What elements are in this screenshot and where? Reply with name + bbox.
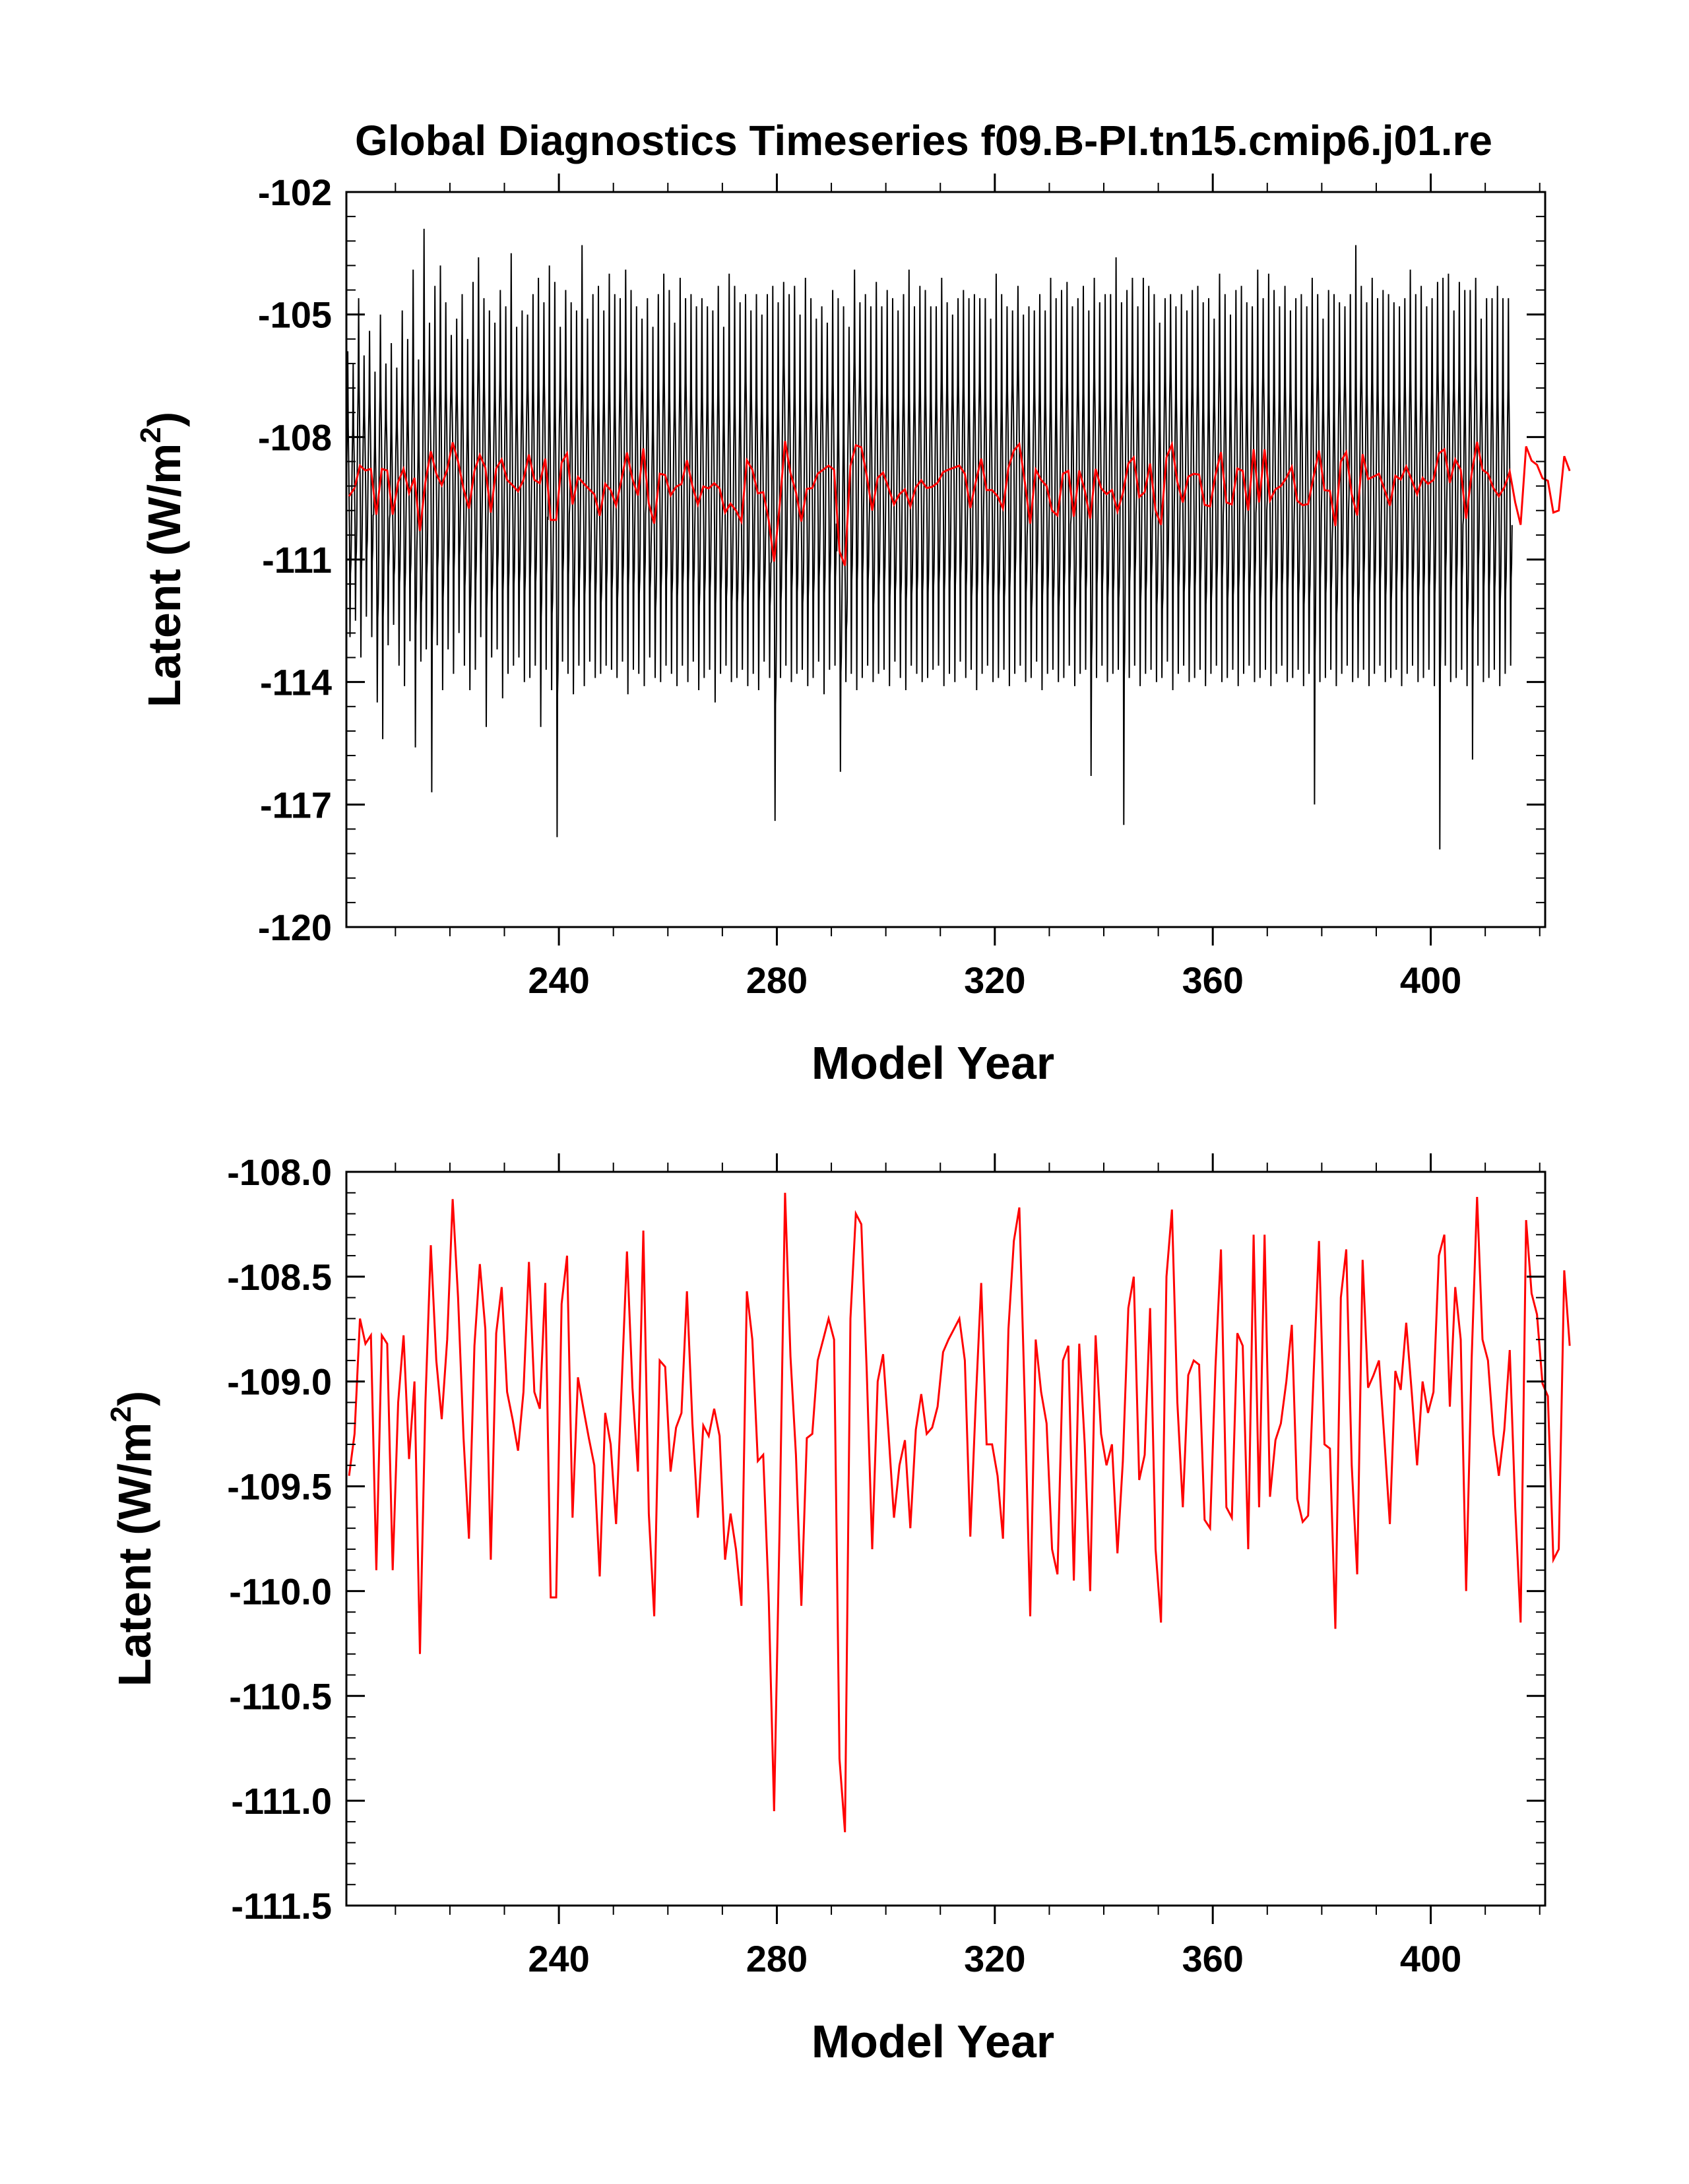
top-series-annual	[348, 440, 1571, 566]
top-series-monthly	[346, 228, 1513, 850]
top-xtick-label: 360	[1182, 959, 1243, 1001]
bottom-y-axis: -111.5 -111.0 -110.5 -110.0 -109.5 -109.0 -108…	[227, 1151, 1545, 1927]
bottom-xtick-label: 320	[964, 1938, 1025, 1979]
top-ytick-label: -117	[260, 784, 332, 825]
bottom-xtick-label: 240	[528, 1938, 589, 1979]
top-panel: -120 -117 -114 -111 -108 -105 -102 240 280 320 36…	[135, 172, 1571, 1089]
top-x-axis: 240 280 320 360 400	[395, 174, 1541, 1001]
bottom-y-label-sup: 2	[105, 1406, 137, 1422]
bottom-y-label-tail: )	[109, 1391, 160, 1406]
top-xtick-label: 320	[964, 959, 1025, 1001]
top-xtick-label: 400	[1400, 959, 1461, 1001]
bottom-plot-frame	[345, 1171, 1546, 1907]
bottom-xtick-label: 360	[1182, 1938, 1243, 1979]
bottom-x-axis: 240 280 320 360 400	[395, 1153, 1541, 1979]
bottom-ytick-label: -111.0	[231, 1780, 332, 1822]
bottom-ytick-label: -110.0	[229, 1570, 332, 1612]
top-ytick-label: -114	[260, 662, 332, 703]
chart-title: Global Diagnostics Timeseries f09.B-PI.t…	[355, 117, 1492, 164]
bottom-x-axis-label: Model Year	[812, 2016, 1054, 2067]
top-ytick-label: -111	[262, 539, 332, 581]
top-ytick-label: -108	[258, 416, 332, 458]
top-y-axis-label: Latent (W/m2)	[135, 412, 190, 707]
top-plot-area	[346, 228, 1571, 850]
bottom-ytick-label: -109.0	[227, 1361, 332, 1403]
bottom-panel: -111.5 -111.0 -110.5 -110.0 -109.5 -109.0 -108…	[105, 1151, 1571, 2067]
top-y-label-tail: )	[139, 412, 190, 427]
bottom-xtick-label: 280	[746, 1938, 808, 1979]
bottom-ytick-label: -108.0	[227, 1151, 332, 1193]
bottom-ytick-label: -109.5	[227, 1466, 332, 1508]
bottom-xtick-label: 400	[1400, 1938, 1461, 1979]
top-xtick-label: 280	[746, 959, 808, 1001]
top-ytick-label: -102	[258, 172, 332, 213]
top-y-axis: -120 -117 -114 -111 -108 -105 -102	[258, 172, 1545, 948]
bottom-ytick-label: -108.5	[227, 1256, 332, 1298]
top-xtick-label: 240	[528, 959, 589, 1001]
bottom-y-axis-label: Latent (W/m2)	[105, 1391, 160, 1686]
top-x-axis-label: Model Year	[812, 1037, 1054, 1089]
bottom-ytick-label: -111.5	[231, 1885, 332, 1927]
top-y-label-sup: 2	[135, 427, 167, 443]
top-ytick-label: -105	[258, 294, 332, 336]
top-ytick-label: -120	[258, 907, 332, 948]
top-y-label-main: Latent (W/m	[139, 443, 190, 708]
bottom-series-annual	[348, 1192, 1571, 1832]
bottom-plot-area	[348, 1192, 1571, 1832]
bottom-y-label-main: Latent (W/m	[109, 1423, 160, 1687]
bottom-ytick-label: -110.5	[229, 1675, 332, 1717]
